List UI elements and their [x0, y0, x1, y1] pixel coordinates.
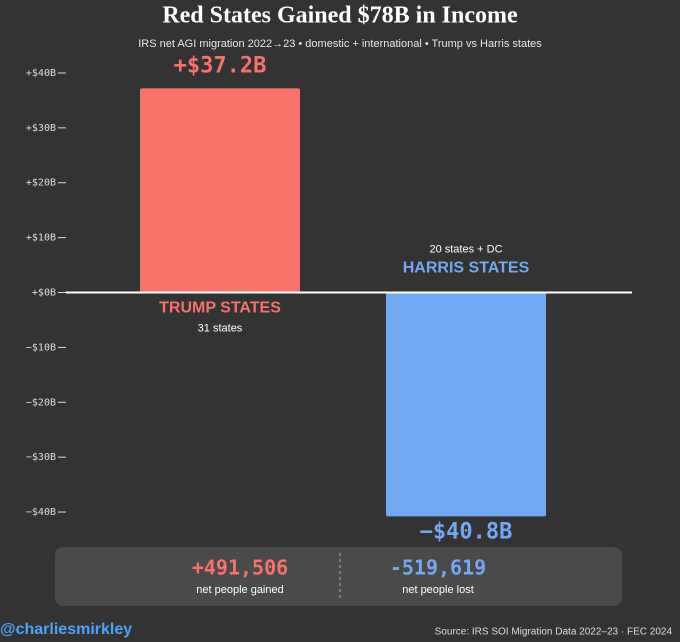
category-note: 20 states + DC: [429, 243, 502, 255]
bar: [386, 292, 546, 517]
value-label: −$40.8B: [420, 519, 513, 544]
summary-label: net people lost: [402, 584, 474, 596]
bar: [140, 88, 300, 293]
y-tick-label: −$30B: [26, 452, 56, 463]
summary-value: -519,619: [390, 556, 486, 580]
y-tick-label: −$20B: [26, 397, 56, 408]
source: Source: IRS SOI Migration Data 2022–23 ·…: [435, 627, 673, 638]
y-tick-label: +$30B: [26, 123, 56, 134]
y-tick-label: −$10B: [26, 342, 56, 353]
y-tick-label: +$0B: [32, 288, 56, 299]
y-tick-label: +$40B: [26, 68, 56, 79]
summary-label: net people gained: [196, 584, 283, 596]
category-label: TRUMP STATES: [159, 300, 281, 317]
y-tick-label: −$40B: [26, 507, 56, 518]
credit: @charliesmirkley: [0, 621, 132, 638]
chart-subtitle: IRS net AGI migration 2022→23 • domestic…: [138, 38, 542, 50]
value-label: +$37.2B: [174, 53, 267, 78]
chart-title: Red States Gained $78B in Income: [162, 3, 518, 29]
summary-panel: [55, 547, 622, 606]
category-label: HARRIS STATES: [403, 260, 530, 277]
category-note: 31 states: [198, 322, 243, 334]
y-tick-label: +$20B: [26, 178, 56, 189]
summary-value: +491,506: [192, 556, 288, 580]
y-tick-label: +$10B: [26, 233, 56, 244]
